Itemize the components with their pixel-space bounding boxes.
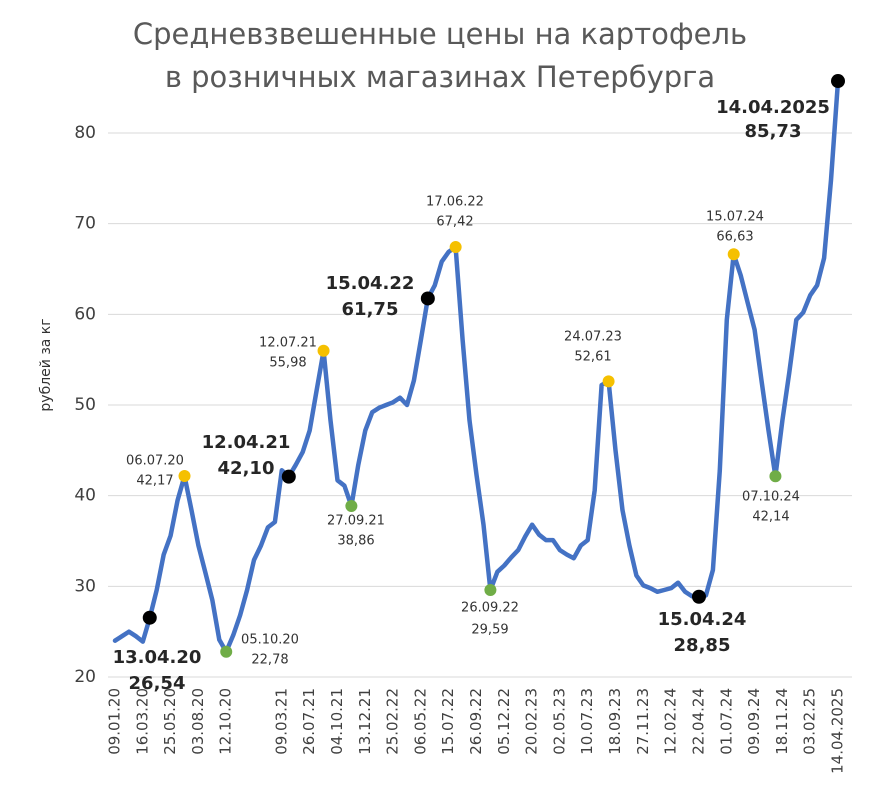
annotation-value: 42,17 — [136, 474, 173, 489]
y-tick-label: 40 — [74, 486, 96, 506]
annotation-value: 66,63 — [716, 230, 753, 245]
x-tick-label: 04.10.21 — [328, 688, 346, 755]
x-tick-label: 15.07.22 — [439, 688, 457, 755]
annotation-marker — [484, 584, 497, 597]
annotation-date: 06.07.20 — [126, 454, 184, 469]
annotation-date: 17.06.22 — [426, 195, 484, 210]
x-tick-label: 22.04.24 — [689, 688, 707, 755]
annotation-marker — [420, 291, 435, 306]
annotation-date: 13.04.20 — [113, 647, 202, 668]
x-tick-label: 03.02.25 — [801, 688, 819, 755]
annotation-date: 05.10.20 — [241, 633, 299, 648]
x-tick-label: 09.09.24 — [745, 688, 763, 755]
annotation-date: 14.04.2025 — [716, 97, 830, 118]
annotation-marker — [220, 645, 233, 658]
chart-title: в розничных магазинах Петербурга — [165, 60, 715, 94]
x-tick-label: 06.05.22 — [411, 688, 429, 755]
price-line — [112, 78, 841, 655]
annotation-date: 26.09.22 — [461, 601, 519, 616]
annotation-date: 15.07.24 — [706, 210, 764, 225]
x-tick-label: 20.02.23 — [523, 688, 541, 755]
y-tick-label: 50 — [74, 395, 96, 415]
annotation-marker — [831, 74, 845, 89]
y-tick-label: 30 — [74, 576, 96, 596]
x-tick-label: 05.12.22 — [495, 688, 513, 755]
x-tick-label: 10.07.23 — [578, 688, 596, 755]
annotation-marker — [345, 500, 358, 513]
annotation-value: 42,10 — [218, 458, 275, 479]
y-tick-label: 70 — [74, 214, 96, 234]
x-tick-label: 12.10.20 — [217, 688, 235, 755]
x-tick-label: 27.11.23 — [634, 688, 652, 755]
x-tick-label: 09.01.20 — [106, 688, 124, 755]
x-tick-label: 26.07.21 — [300, 688, 318, 755]
annotation-marker — [727, 248, 740, 261]
annotation-date: 15.04.22 — [326, 273, 415, 294]
x-tick-label: 18.11.24 — [773, 688, 791, 755]
x-tick-label: 09.03.21 — [272, 688, 290, 755]
annotation-value: 38,86 — [337, 534, 374, 549]
annotation-date: 12.07.21 — [259, 336, 317, 351]
annotation-date: 24.07.23 — [564, 330, 622, 345]
annotation-value: 61,75 — [342, 299, 399, 320]
x-tick-label: 25.02.22 — [384, 688, 402, 755]
x-tick-label: 12.02.24 — [662, 688, 680, 755]
x-tick-label: 16.03.20 — [133, 688, 151, 755]
annotation-date: 15.04.24 — [658, 609, 747, 630]
annotation-value: 67,42 — [436, 215, 473, 230]
y-tick-label: 60 — [74, 304, 96, 324]
annotation-marker — [142, 610, 157, 625]
annotation-value: 55,98 — [269, 356, 306, 371]
x-tick-label: 26.09.22 — [467, 688, 485, 755]
y-tick-label: 80 — [74, 123, 96, 143]
x-tick-label: 14.04.2025 — [829, 688, 847, 774]
x-tick-label: 25.05.20 — [161, 688, 179, 755]
annotation-value: 28,85 — [674, 635, 731, 656]
x-tick-label: 02.05.23 — [550, 688, 568, 755]
x-tick-label: 18.09.23 — [606, 688, 624, 755]
annotation-value: 22,78 — [251, 653, 288, 668]
annotation-date: 07.10.24 — [742, 490, 800, 505]
annotation-marker — [449, 241, 462, 254]
annotation-value: 26,54 — [129, 673, 186, 694]
chart-title: Средневзвешенные цены на картофель — [133, 17, 747, 51]
annotation-marker — [281, 469, 296, 484]
annotation-marker — [769, 470, 782, 483]
annotation-value: 52,61 — [574, 350, 611, 365]
annotation-value: 42,14 — [752, 510, 789, 525]
y-tick-label: 20 — [74, 667, 96, 687]
annotation-date: 12.04.21 — [202, 432, 291, 453]
x-tick-label: 13.12.21 — [356, 688, 374, 755]
annotation-marker — [178, 469, 191, 482]
annotation-marker — [317, 344, 330, 357]
annotation-value: 29,59 — [471, 623, 508, 638]
annotation-value: 85,73 — [745, 121, 802, 142]
x-tick-label: 03.08.20 — [189, 688, 207, 755]
x-tick-label: 01.07.24 — [717, 688, 735, 755]
annotation-marker — [602, 375, 615, 388]
annotation-marker — [691, 589, 706, 604]
annotation-date: 27.09.21 — [327, 514, 385, 529]
y-axis-label: рублей за кг — [38, 318, 54, 411]
